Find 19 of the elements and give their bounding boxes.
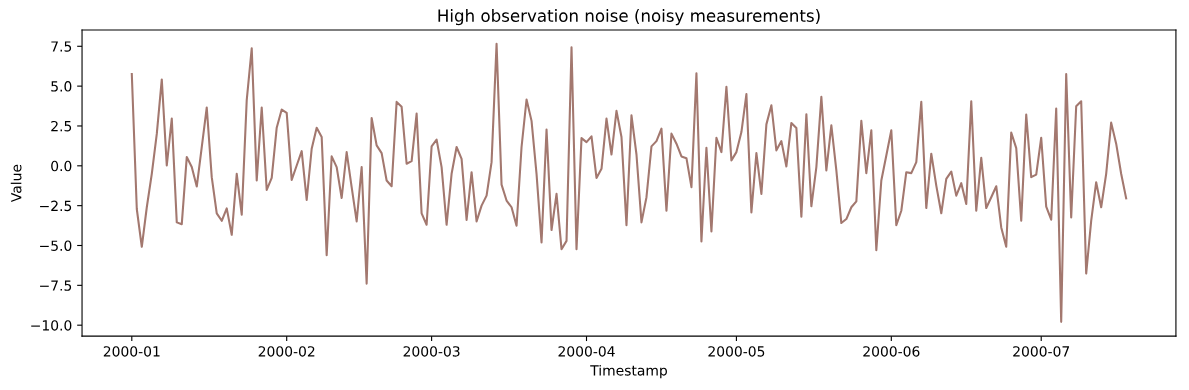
y-tick-label: 0.0 [51,160,72,172]
x-tick-label: 2000-06 [863,346,920,357]
line-series [130,42,1128,323]
x-tick-label: 2000-03 [403,346,460,357]
x-tick-label: 2000-07 [1013,346,1070,357]
y-tick-label: −2.5 [40,200,72,212]
y-tick-label: −5.0 [40,240,72,251]
y-tick-label: 5.0 [51,81,72,92]
y-tick-label: −7.5 [40,280,72,291]
y-tick-label: 7.5 [51,41,72,52]
y-tick-label: −10.0 [31,320,72,331]
x-tick-label: 2000-05 [708,346,765,357]
x-tick-label: 2000-01 [103,346,160,357]
x-axis-title: Timestamp [590,364,667,379]
x-tick-label: 2000-04 [558,346,615,357]
y-tick-label: 2.5 [51,120,72,132]
x-tick-label: 2000-02 [258,346,315,357]
chart-title: High observation noise (noisy measurements) [438,9,820,26]
y-axis-title: Value [10,164,22,203]
